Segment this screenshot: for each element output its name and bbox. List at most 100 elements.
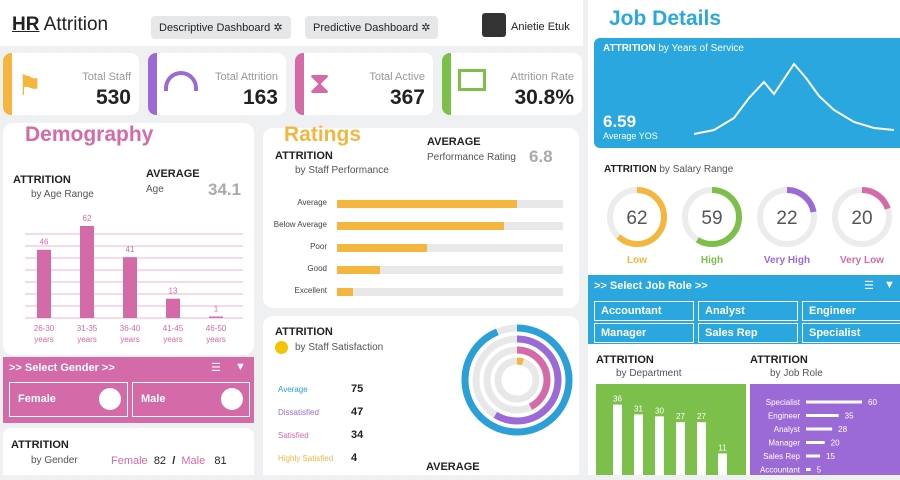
dept-bar-label: 27 bbox=[676, 412, 685, 421]
multiselect-icon[interactable]: ☰ bbox=[864, 280, 874, 292]
salary-label: High bbox=[700, 255, 724, 266]
gear-icon: ✲ bbox=[273, 22, 283, 34]
role-button-engineer[interactable]: Engineer bbox=[802, 301, 900, 321]
jobrole-value: 35 bbox=[845, 412, 854, 421]
dept-bar-label: 31 bbox=[634, 404, 643, 413]
jobrole-value: 28 bbox=[838, 425, 847, 434]
age-bar-label: 13 bbox=[169, 287, 178, 296]
salary-donut-svg: 62 bbox=[607, 187, 667, 247]
salary-title: ATTRITION by Salary Range bbox=[604, 164, 734, 175]
salary-label: Low bbox=[627, 255, 647, 266]
role-button-accountant[interactable]: Accountant bbox=[594, 301, 694, 321]
salary-value: 22 bbox=[776, 208, 797, 229]
job-role-select-bar: >> Select Job Role >> ☰ ▼ Accountant Anal… bbox=[588, 275, 900, 344]
jobrole-bar bbox=[806, 427, 833, 431]
age-tick-label: 36-40 bbox=[120, 324, 141, 333]
jobrole-label: Accountant bbox=[760, 466, 801, 475]
sat-row-value: 4 bbox=[351, 452, 358, 464]
jobrole-bar bbox=[806, 468, 811, 471]
age-bar bbox=[80, 226, 94, 318]
sat-row-value: 47 bbox=[351, 406, 364, 418]
sat-subtitle: by Staff Satisfaction bbox=[295, 342, 384, 353]
salary-donut: 59 High bbox=[678, 183, 746, 273]
salary-label: Very High bbox=[763, 255, 811, 266]
sat-arc bbox=[472, 335, 562, 425]
age-bar bbox=[123, 257, 137, 318]
tab-descriptive[interactable]: Descriptive Dashboard ✲ bbox=[151, 16, 291, 39]
age-avg-label: AVERAGE bbox=[146, 168, 200, 180]
jobrole-value: 20 bbox=[831, 439, 840, 448]
perf-track bbox=[337, 266, 563, 274]
perf-row-label: Excellent bbox=[294, 286, 327, 295]
perf-bar bbox=[337, 266, 380, 274]
yos-card: ATTRITION by Years of Service 6.59 Avera… bbox=[594, 38, 900, 148]
role-button-specialist[interactable]: Specialist bbox=[802, 323, 900, 343]
perf-attr-title: ATTRITION bbox=[275, 150, 333, 162]
perf-avg-value: 6.8 bbox=[529, 147, 553, 166]
jobrole-chart: Specialist 60 Engineer 35 Analyst 28 Manager 20… bbox=[760, 398, 877, 475]
age-chart: 46 26-30 years 62 31-35 years 41 36-40 years 13 41… bbox=[25, 214, 243, 344]
sat-row-value: 75 bbox=[351, 383, 364, 395]
age-tick-label: 46-50 bbox=[206, 324, 227, 333]
yos-value: 6.59 bbox=[603, 112, 637, 131]
age-tick-label: 41-45 bbox=[163, 324, 184, 333]
male-button[interactable]: Male bbox=[132, 382, 250, 417]
age-bar bbox=[166, 298, 180, 318]
filter-icon[interactable]: ▼ bbox=[235, 361, 246, 373]
perf-bar bbox=[337, 222, 504, 230]
dept-bar bbox=[718, 453, 727, 475]
age-bar-label: 41 bbox=[126, 245, 135, 254]
yos-line-chart bbox=[694, 62, 894, 135]
age-attr-title: ATTRITION bbox=[13, 174, 71, 186]
age-tick-label: 31-35 bbox=[77, 324, 98, 333]
age-bar bbox=[37, 249, 51, 318]
age-bar bbox=[209, 316, 223, 318]
age-tick-label: years bbox=[163, 335, 183, 344]
dept-bar-label: 11 bbox=[718, 443, 727, 452]
smiley-icon bbox=[275, 341, 288, 354]
gender-values: Female 82 / Male 81 bbox=[111, 455, 227, 467]
sat-avg-label: AVERAGE bbox=[426, 461, 480, 473]
salary-donut: 22 Very High bbox=[753, 183, 821, 273]
jobrole-chart-bg: Specialist 60 Engineer 35 Analyst 28 Manager 20… bbox=[750, 384, 900, 475]
app-title: HR Attrition bbox=[12, 14, 109, 35]
age-avg-value: 34.1 bbox=[208, 180, 242, 199]
multiselect-icon[interactable]: ☰ bbox=[211, 362, 221, 374]
job-title: Job Details bbox=[609, 7, 722, 30]
gender-attr-title: ATTRITION bbox=[11, 439, 69, 451]
kpi-total-staff: ⚑ Total Staff 530 bbox=[3, 53, 139, 115]
perf-track bbox=[337, 288, 563, 296]
filter-icon[interactable]: ▼ bbox=[884, 279, 895, 291]
tab-predictive[interactable]: Predictive Dashboard ✲ bbox=[305, 16, 439, 39]
jobrole-label: Analyst bbox=[774, 425, 801, 434]
gender-card: ATTRITION by Gender Female 82 / Male 81 bbox=[3, 428, 254, 475]
age-tick-label: years bbox=[206, 335, 226, 344]
presentation-icon bbox=[458, 69, 486, 91]
satisfaction-card: ATTRITION by Staff Satisfaction AVERAGE … bbox=[263, 316, 579, 475]
jobrole-bar bbox=[806, 454, 820, 458]
jobrole-label: Manager bbox=[768, 439, 800, 448]
age-bar-label: 62 bbox=[83, 214, 92, 223]
dept-bar bbox=[676, 422, 685, 475]
role-button-manager[interactable]: Manager bbox=[594, 323, 694, 343]
gear-icon: ✲ bbox=[421, 22, 431, 34]
role-button-analyst[interactable]: Analyst bbox=[698, 301, 798, 321]
ratings-title: Ratings bbox=[284, 123, 362, 146]
jobrole-bar bbox=[806, 400, 862, 404]
avatar bbox=[482, 13, 506, 37]
salary-donut-svg: 59 bbox=[682, 187, 742, 247]
sat-arc bbox=[461, 324, 573, 436]
perf-row-label: Poor bbox=[310, 242, 327, 251]
dept-bar-label: 30 bbox=[655, 406, 664, 415]
demography-card: Demography ATTRITION by Age Range AVERAG… bbox=[3, 123, 254, 355]
perf-row-label: Below Average bbox=[273, 220, 327, 229]
age-tick-label: years bbox=[34, 335, 54, 344]
dept-bar bbox=[613, 404, 622, 475]
role-button-sales-rep[interactable]: Sales Rep bbox=[698, 323, 798, 343]
perf-avg-label: AVERAGE bbox=[427, 136, 481, 148]
dept-chart-bg: 36 31 30 27 27 11 bbox=[596, 384, 746, 475]
sat-arc bbox=[494, 357, 540, 403]
demography-title: Demography bbox=[25, 123, 154, 146]
perf-subtitle: by Staff Performance bbox=[295, 165, 389, 176]
female-button[interactable]: Female bbox=[9, 382, 128, 417]
